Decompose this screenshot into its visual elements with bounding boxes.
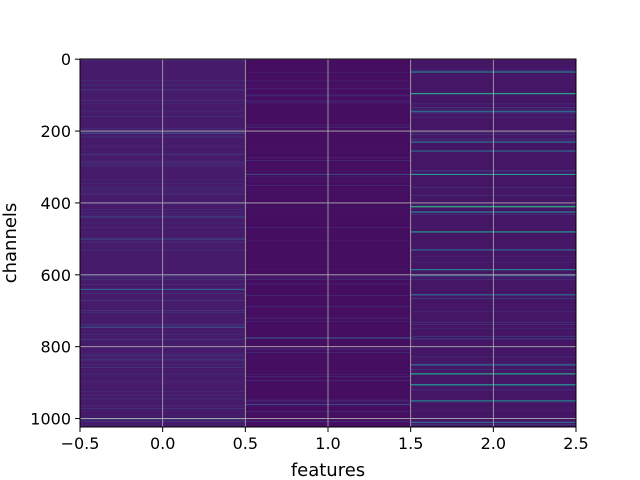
y-tick-label: 600 [40, 266, 71, 285]
x-tick-label: 1.0 [315, 434, 340, 453]
x-tick-label: 0.5 [233, 434, 258, 453]
x-tick-label: 2.5 [563, 434, 588, 453]
x-tick-label: −0.5 [61, 434, 100, 453]
y-axis: 0 200 400 600 800 1000 [30, 50, 80, 429]
y-tick-label: 200 [40, 122, 71, 141]
x-tick-label: 1.5 [398, 434, 423, 453]
x-axis-label: features [291, 460, 365, 480]
plot-area [79, 58, 577, 428]
x-axis: −0.5 0.0 0.5 1.0 1.5 2.0 2.5 [61, 427, 589, 453]
y-tick-label: 400 [40, 194, 71, 213]
y-tick-label: 1000 [30, 410, 71, 429]
x-tick-label: 2.0 [481, 434, 506, 453]
y-tick-label: 800 [40, 338, 71, 357]
y-tick-label: 0 [61, 50, 71, 69]
y-axis-label: channels [0, 203, 21, 284]
x-tick-label: 0.0 [150, 434, 175, 453]
